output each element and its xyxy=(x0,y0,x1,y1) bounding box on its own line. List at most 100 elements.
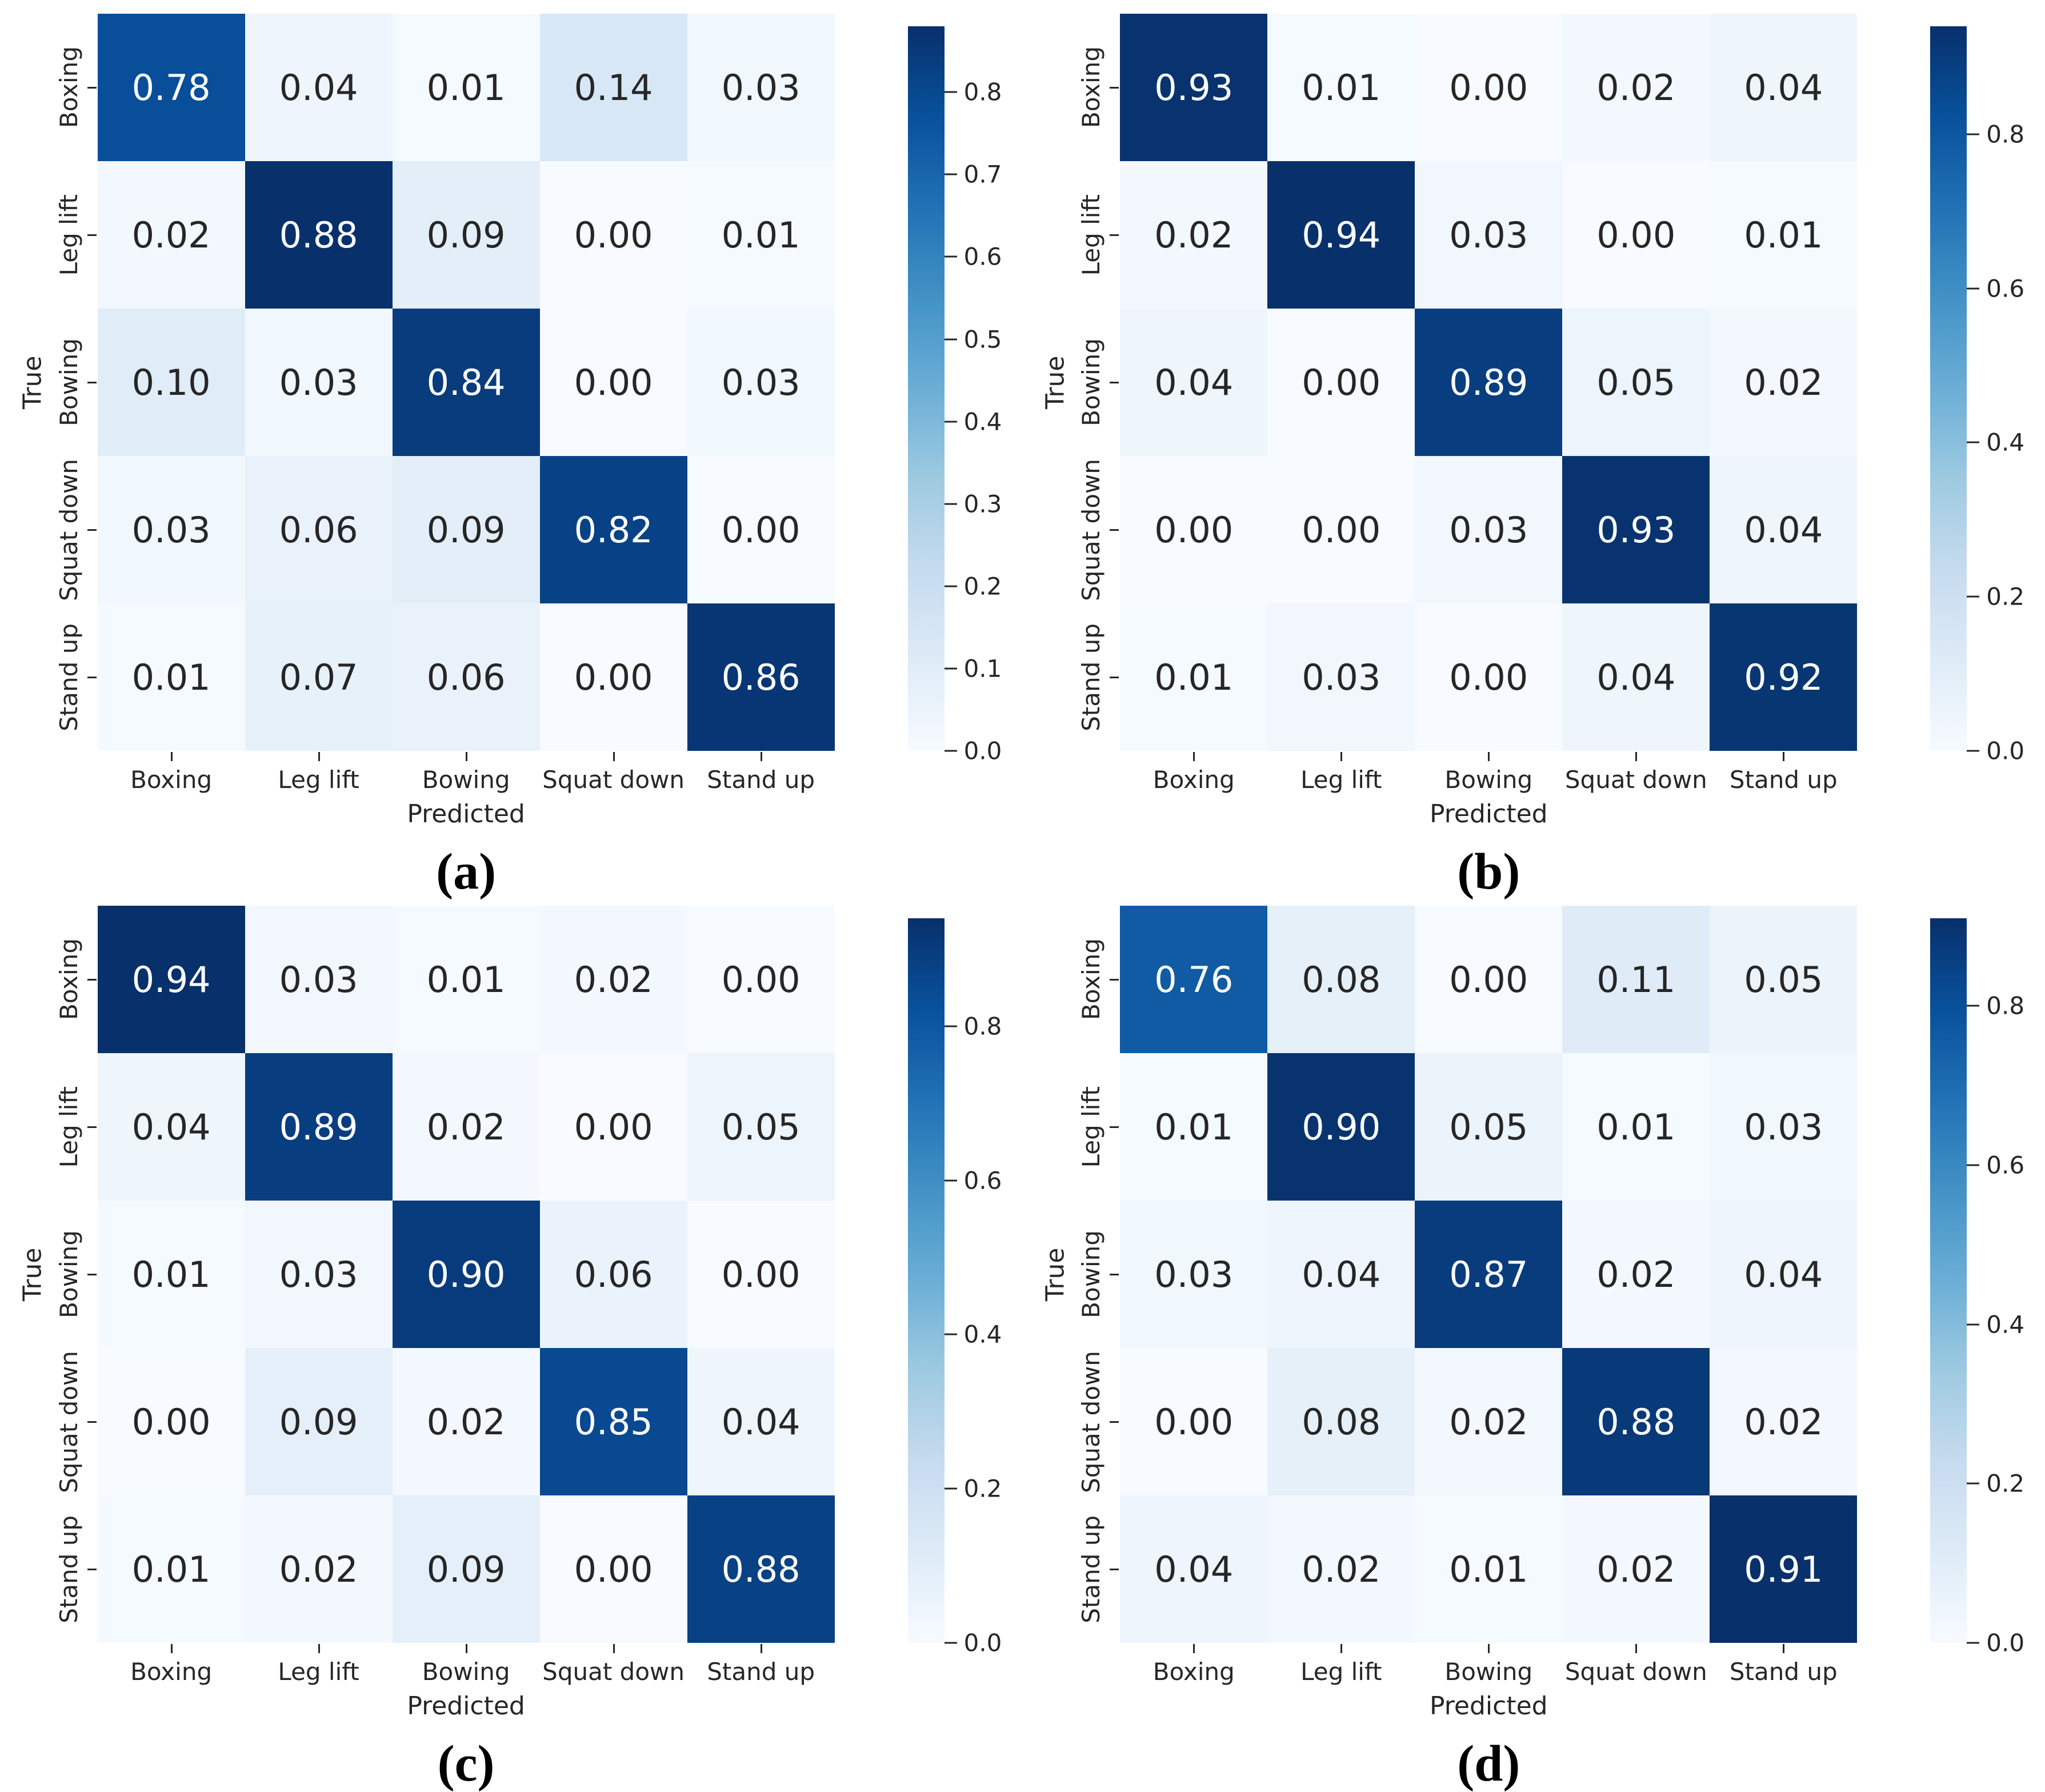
heatmap-cell: 0.10 xyxy=(97,309,245,456)
heatmap-cell: 0.00 xyxy=(687,1201,835,1348)
heatmap-cell: 0.90 xyxy=(1267,1053,1415,1201)
subplot-caption: (d) xyxy=(1457,1735,1520,1792)
x-tick-label: Stand up xyxy=(687,1643,835,1686)
colorbar-tick-label: 0.8 xyxy=(1986,991,2025,1020)
y-tick-label: Boxing xyxy=(1072,906,1120,1053)
colorbar-tick-mark xyxy=(944,421,957,423)
heatmap-cell: 0.91 xyxy=(1710,1495,1858,1643)
y-tick-label: Leg lift xyxy=(49,161,98,309)
colorbar-tick-mark xyxy=(944,667,957,670)
y-tick-label: Bowing xyxy=(1072,309,1120,456)
heatmap-cell: 0.02 xyxy=(539,906,687,1053)
subplot-caption: (c) xyxy=(437,1735,495,1792)
colorbar-tick-mark xyxy=(944,1642,957,1644)
y-axis-tick-labels: Boxing Leg lift Bowing Squat down Stand up xyxy=(49,906,98,1643)
confusion-matrix-panel-a: True Boxing Leg lift Bowing Squat down Stand… xyxy=(0,8,1023,900)
heatmap-cell: 0.00 xyxy=(1120,456,1268,603)
x-tick-label: Bowing xyxy=(393,751,540,794)
heatmap-cell: 0.06 xyxy=(245,456,393,603)
y-tick-label: Leg lift xyxy=(1072,161,1120,309)
colorbar-tick-mark xyxy=(1967,287,1980,290)
heatmap-cell: 0.01 xyxy=(97,603,245,751)
colorbar-tick: 0.2 xyxy=(1967,1470,2024,1498)
colorbar-tick-label: 0.5 xyxy=(963,325,1002,354)
heatmap-cell: 0.03 xyxy=(1120,1201,1268,1348)
heatmap-cell: 0.01 xyxy=(1120,603,1268,751)
colorbar-tick-mark xyxy=(1967,750,1980,752)
colorbar-tick: 0.0 xyxy=(1967,1629,2024,1657)
heatmap-cell: 0.04 xyxy=(1120,1495,1268,1643)
x-tick-label: Squat down xyxy=(1562,751,1710,794)
x-axis-title: Predicted xyxy=(1430,799,1548,829)
heatmap-grid: 0.93 0.01 0.00 0.02 0.04 0.02 0.94 0.03 0.00 0.01… xyxy=(1120,14,1858,751)
colorbar-tick-label: 0.2 xyxy=(1986,582,2025,611)
x-tick-label: Bowing xyxy=(393,1643,540,1686)
y-tick-label: Squat down xyxy=(49,456,98,603)
colorbar-tick: 0.4 xyxy=(944,407,1002,435)
heatmap-cell: 0.03 xyxy=(687,14,835,161)
heatmap-cell: 0.00 xyxy=(539,309,687,456)
y-axis-title: True xyxy=(18,1247,47,1301)
colorbar-tick-label: 0.8 xyxy=(1986,120,2025,149)
confusion-matrix-panel-c: True Boxing Leg lift Bowing Squat down Stand… xyxy=(0,900,1023,1792)
colorbar-tick: 0.0 xyxy=(1967,737,2024,765)
colorbar-tick: 0.2 xyxy=(1967,583,2024,611)
heatmap-cell: 0.02 xyxy=(392,1053,540,1201)
colorbar-tick-mark xyxy=(944,1333,957,1335)
heatmap-cell: 0.88 xyxy=(245,161,393,309)
colorbar-tick: 0.8 xyxy=(1967,120,2024,148)
y-axis-tick-labels: Boxing Leg lift Bowing Squat down Stand up xyxy=(1072,14,1120,751)
heatmap-cell: 0.02 xyxy=(1120,161,1268,309)
colorbar-tick-label: 0.0 xyxy=(963,737,1002,765)
colorbar-tick-label: 0.7 xyxy=(963,160,1002,189)
heatmap-cell: 0.03 xyxy=(1415,161,1563,309)
colorbar-tick-label: 0.0 xyxy=(963,1629,1002,1657)
heatmap-cell: 0.93 xyxy=(1562,456,1710,603)
subplot-caption: (b) xyxy=(1457,843,1520,900)
heatmap-cell: 0.76 xyxy=(1120,906,1268,1053)
heatmap-cell: 0.02 xyxy=(1562,14,1710,161)
colorbar-tick-label: 0.6 xyxy=(963,242,1002,271)
heatmap-cell: 0.01 xyxy=(97,1201,245,1348)
heatmap-cell: 0.00 xyxy=(1415,603,1563,751)
colorbar-tick-mark xyxy=(1967,1323,1980,1326)
colorbar-tick: 0.6 xyxy=(1967,1151,2024,1179)
heatmap-cell: 0.07 xyxy=(245,603,393,751)
heatmap-cell: 0.11 xyxy=(1562,906,1710,1053)
colorbar-tick: 0.4 xyxy=(944,1321,1002,1349)
colorbar-tick-label: 0.6 xyxy=(1986,1151,2025,1179)
colorbar: 0.8 0.7 0.6 0.5 0.4 0.3 0.2 0.1 0.0 xyxy=(907,26,1023,765)
colorbar-tick-mark xyxy=(1967,595,1980,598)
colorbar-tick-mark xyxy=(944,503,957,505)
colorbar-tick: 0.8 xyxy=(944,78,1002,106)
heatmap-cell: 0.84 xyxy=(392,309,540,456)
heatmap-column: 0.78 0.04 0.01 0.14 0.03 0.02 0.88 0.09 0.00 0.01… xyxy=(97,14,835,900)
heatmap-cell: 0.06 xyxy=(392,603,540,751)
y-tick-label: Bowing xyxy=(1072,1201,1120,1348)
colorbar: 0.8 0.6 0.4 0.2 0.0 xyxy=(907,918,1023,1657)
heatmap-cell: 0.03 xyxy=(1415,456,1563,603)
heatmap-cell: 0.01 xyxy=(1710,161,1858,309)
heatmap-cell: 0.00 xyxy=(687,456,835,603)
heatmap-cell: 0.00 xyxy=(539,603,687,751)
y-tick-label: Squat down xyxy=(49,1348,98,1495)
heatmap-cell: 0.01 xyxy=(392,906,540,1053)
heatmap-cell: 0.00 xyxy=(1415,906,1563,1053)
colorbar-tick-mark xyxy=(944,338,957,341)
heatmap-cell: 0.88 xyxy=(687,1495,835,1643)
y-tick-label: Boxing xyxy=(49,906,98,1053)
heatmap-column: 0.76 0.08 0.00 0.11 0.05 0.01 0.90 0.05 0.01 0.03… xyxy=(1120,906,1858,1792)
x-tick-label: Leg lift xyxy=(1267,1643,1415,1686)
x-tick-label: Boxing xyxy=(98,1643,245,1686)
plot-area: True Boxing Leg lift Bowing Squat down Stand… xyxy=(1039,14,2045,900)
colorbar-gradient xyxy=(1930,26,1967,751)
colorbar-tick-label: 0.4 xyxy=(1986,1310,2025,1339)
y-tick-label: Boxing xyxy=(1072,14,1120,161)
colorbar-tick-label: 0.2 xyxy=(1986,1469,2025,1498)
heatmap-cell: 0.02 xyxy=(1562,1201,1710,1348)
x-tick-label: Leg lift xyxy=(245,1643,393,1686)
heatmap-column: 0.94 0.03 0.01 0.02 0.00 0.04 0.89 0.02 0.00 0.05… xyxy=(97,906,835,1792)
x-tick-label: Boxing xyxy=(1120,751,1267,794)
y-tick-label: Leg lift xyxy=(1072,1053,1120,1201)
colorbar-tick-mark xyxy=(1967,1164,1980,1166)
